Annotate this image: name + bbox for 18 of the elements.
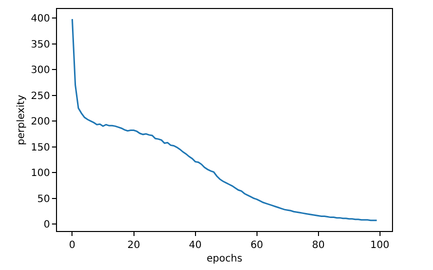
y-tick-label: 150 bbox=[30, 142, 50, 154]
y-tick-label: 200 bbox=[30, 116, 50, 128]
y-tick-label: 300 bbox=[30, 65, 50, 76]
y-tick-label: 100 bbox=[30, 168, 50, 180]
x-tick-label: 20 bbox=[127, 240, 140, 251]
x-tick-label: 0 bbox=[69, 240, 76, 251]
x-tick-label: 80 bbox=[312, 240, 325, 251]
line-series bbox=[71, 18, 378, 222]
x-axis-title: epochs bbox=[206, 254, 242, 264]
y-axis-title: perplexity bbox=[16, 94, 27, 146]
x-tick-label: 100 bbox=[370, 240, 390, 251]
y-tick-label: 50 bbox=[37, 194, 50, 205]
y-tick-label: 250 bbox=[30, 90, 50, 102]
y-tick-label: 0 bbox=[44, 220, 50, 230]
y-tick-label: 400 bbox=[30, 14, 50, 25]
x-tick-label: 60 bbox=[250, 240, 264, 251]
x-tick-label: 40 bbox=[188, 240, 202, 251]
y-tick-label: 350 bbox=[30, 39, 50, 50]
